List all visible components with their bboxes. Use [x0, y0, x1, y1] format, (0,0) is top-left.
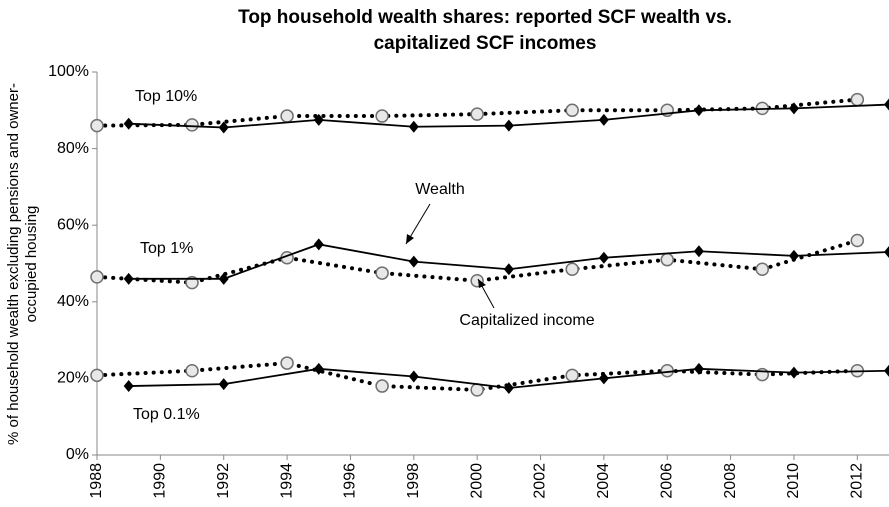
wealth-marker — [503, 119, 514, 132]
income-marker — [850, 92, 865, 107]
wealth-marker — [503, 263, 514, 276]
wealth-marker — [788, 366, 799, 379]
annotation: Capitalized income — [459, 312, 594, 329]
wealth-marker — [408, 120, 419, 133]
income-marker — [850, 233, 865, 248]
x-tick-label: 1996 — [342, 463, 359, 499]
income-marker — [375, 379, 389, 393]
wealth-marker — [313, 113, 324, 126]
y-axis-title-line: occupied housing — [23, 206, 40, 323]
income-marker — [660, 252, 674, 267]
income-marker — [280, 109, 294, 123]
y-axis-title-line: % of household wealth excluding pensions… — [5, 83, 22, 445]
wealth-marker — [788, 249, 799, 262]
income-marker — [185, 363, 199, 378]
income-marker — [90, 118, 104, 133]
x-tick-label: 2000 — [468, 463, 485, 499]
group-label: Top 10% — [135, 88, 197, 105]
income-marker — [90, 368, 104, 383]
income-line — [95, 361, 860, 392]
wealth-marker — [884, 98, 889, 111]
income-marker — [90, 270, 104, 284]
wealth-marker — [693, 104, 704, 117]
chart-title: capitalized SCF incomes — [374, 33, 597, 54]
chart-title: Top household wealth shares: reported SC… — [238, 7, 732, 28]
y-axis-title: % of household wealth excluding pensions… — [5, 83, 40, 445]
y-tick-label: 40% — [57, 293, 89, 310]
wealth-marker — [218, 272, 229, 285]
wealth-marker — [693, 245, 704, 258]
x-tick-label: 2004 — [595, 463, 612, 499]
wealth-marker — [884, 364, 889, 377]
x-tick-label: 2006 — [658, 463, 675, 499]
income-marker — [755, 262, 770, 276]
x-tick-label: 1988 — [88, 463, 105, 499]
x-tick-label: 1992 — [215, 463, 232, 499]
x-tick-label: 2012 — [849, 463, 866, 499]
y-tick-label: 60% — [57, 216, 89, 233]
wealth-marker — [408, 255, 419, 268]
x-tick-label: 1990 — [152, 463, 169, 499]
arrow-head — [406, 234, 414, 244]
wealth-marker — [408, 370, 419, 383]
y-tick-label: 80% — [57, 140, 89, 157]
income-marker — [565, 368, 579, 383]
wealth-marker — [313, 362, 324, 375]
y-tick-label: 20% — [57, 370, 89, 387]
income-marker — [280, 356, 294, 370]
income-marker — [565, 262, 579, 276]
wealth-marker — [313, 238, 324, 251]
arrow-head — [478, 279, 486, 288]
wealth-marker — [123, 380, 134, 393]
wealth-marker — [218, 121, 229, 134]
wealth-marker — [123, 117, 134, 130]
income-marker — [375, 109, 389, 123]
x-tick-label: 2008 — [722, 463, 739, 499]
annotation: Wealth — [415, 181, 465, 198]
group-label: Top 0.1% — [133, 406, 200, 423]
income-marker — [565, 103, 579, 118]
wealth-marker — [788, 102, 799, 115]
wealth-marker — [218, 378, 229, 391]
income-marker — [375, 266, 389, 280]
x-tick-label: 2010 — [785, 463, 802, 499]
x-tick-label: 1994 — [278, 463, 295, 499]
y-tick-label: 0% — [66, 446, 89, 463]
group-label: Top 1% — [140, 240, 193, 257]
wealth-marker — [503, 381, 514, 394]
income-marker — [185, 118, 199, 132]
wealth-marker — [598, 251, 609, 264]
x-tick-label: 1998 — [405, 463, 422, 499]
wealth-marker — [884, 246, 889, 259]
wealth-marker — [693, 362, 704, 375]
wealth-marker — [598, 372, 609, 385]
income-marker — [470, 107, 484, 121]
x-tick-label: 2002 — [532, 463, 549, 499]
wealth-marker — [123, 272, 134, 285]
wealth-marker — [598, 113, 609, 126]
income-marker — [470, 383, 484, 397]
y-tick-label: 100% — [48, 63, 89, 80]
